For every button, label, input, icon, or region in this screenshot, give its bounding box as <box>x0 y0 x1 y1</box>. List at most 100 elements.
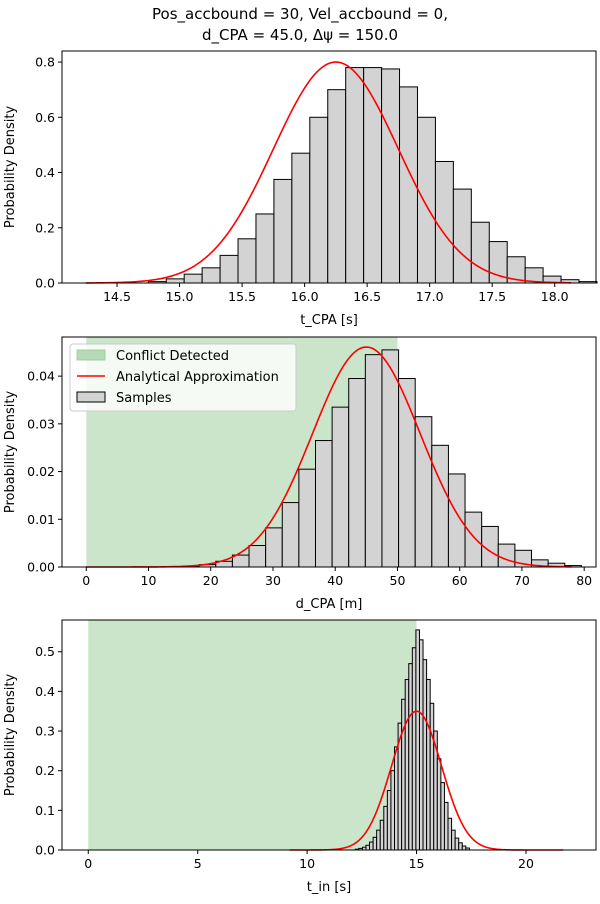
dcpa-y-axis-label: Probability Density <box>3 391 18 514</box>
dcpa-hist-bar <box>365 355 382 567</box>
tin-y-axis-label: Probability Density <box>3 674 18 797</box>
dcpa-hist-bar <box>332 407 349 567</box>
tin-hist-bar <box>437 759 441 850</box>
dcpa-x-tick-label: 70 <box>514 573 530 588</box>
tcpa-x-tick-label: 17.5 <box>478 289 506 304</box>
tcpa-hist-bar <box>346 68 364 283</box>
tin-y-tick-label: 0.1 <box>35 803 55 818</box>
tcpa-x-tick-label: 15.0 <box>166 289 194 304</box>
tcpa-x-tick-label: 15.5 <box>228 289 256 304</box>
dcpa-y-tick-label: 0.04 <box>27 369 55 384</box>
dcpa-hist-bar <box>399 379 416 567</box>
tin-x-axis-label: t_in [s] <box>307 880 352 895</box>
tin-hist-bar <box>423 660 427 850</box>
tcpa-hist-bar <box>292 153 310 283</box>
tin-hist-bar <box>391 771 395 850</box>
tcpa-x-tick-label: 18.0 <box>541 289 569 304</box>
dcpa-hist-bar <box>349 379 366 567</box>
legend: Conflict Detected Analytical Approximati… <box>70 344 296 411</box>
legend-analytical-label: Analytical Approximation <box>116 370 279 385</box>
dcpa-hist-bar <box>299 469 316 567</box>
tcpa-x-tick-label: 16.5 <box>353 289 381 304</box>
tcpa-hist-bar <box>274 179 292 283</box>
tin-hist-bar <box>405 679 409 850</box>
dcpa-x-tick-label: 50 <box>390 573 406 588</box>
dcpa-hist-bar <box>415 417 432 567</box>
tin-y-tick-label: 0.4 <box>35 684 55 699</box>
tin-hist-bar <box>462 846 466 850</box>
dcpa-x-tick-label: 30 <box>265 573 281 588</box>
tcpa-hist-bar <box>328 90 346 283</box>
tcpa-x-axis-label: t_CPA [s] <box>300 313 358 328</box>
tcpa-hist-bar <box>220 255 238 283</box>
tin-hist-bar <box>377 830 381 850</box>
tcpa-hist-bar <box>238 239 256 283</box>
dcpa-hist-bar <box>432 445 449 567</box>
tin-hist-bar <box>452 830 456 850</box>
legend-samples-label: Samples <box>116 391 172 406</box>
dcpa-x-tick-label: 0 <box>82 573 90 588</box>
dcpa-x-tick-label: 20 <box>203 573 219 588</box>
tcpa-hist-bar <box>184 274 202 283</box>
tcpa-hist-bar <box>435 161 453 283</box>
dcpa-x-tick-label: 40 <box>327 573 343 588</box>
dcpa-hist-bar <box>282 503 299 567</box>
tcpa-hist-bar <box>166 279 184 283</box>
tin-hist-bar <box>412 648 416 850</box>
tcpa-y-axis-label: Probability Density <box>3 106 18 229</box>
tin-hist-bar <box>409 664 413 850</box>
tin-y-tick-label: 0.2 <box>35 763 55 778</box>
tcpa-hist-bar <box>202 268 220 283</box>
tin-hist-bar <box>441 783 445 850</box>
tin-hist-bar <box>448 818 452 850</box>
tin-hist-bar <box>430 703 434 850</box>
tin-hist-bar <box>384 806 388 850</box>
figure-title-line1: Pos_accbound = 30, Vel_accbound = 0, <box>152 5 448 24</box>
tin-hist-bar <box>459 843 463 850</box>
tin-hist-bar <box>370 842 374 850</box>
tcpa-y-tick-label: 0.8 <box>35 55 55 70</box>
dcpa-y-tick-label: 0.01 <box>27 512 55 527</box>
tcpa-hist-bar <box>453 189 471 283</box>
tcpa-x-tick-label: 17.0 <box>416 289 444 304</box>
tcpa-hist-bar <box>310 117 328 283</box>
dcpa-hist-bar <box>232 555 249 567</box>
dcpa-x-tick-label: 80 <box>576 573 592 588</box>
dcpa-hist-bar <box>382 350 399 567</box>
tin-hist-bar <box>419 640 423 850</box>
legend-samples-swatch <box>77 392 105 402</box>
dcpa-hist-bar <box>465 512 482 567</box>
dcpa-x-tick-label: 60 <box>452 573 468 588</box>
tin-hist-bar <box>373 837 377 850</box>
tin-y-tick-label: 0.3 <box>35 724 55 739</box>
tcpa-x-tick-label: 14.5 <box>103 289 131 304</box>
dcpa-hist-bar <box>448 474 465 567</box>
legend-conflict-label: Conflict Detected <box>116 349 229 364</box>
tin-y-tick-label: 0.0 <box>35 843 55 858</box>
tcpa-hist-bar <box>256 214 274 283</box>
tcpa-y-tick-label: 0.4 <box>35 165 55 180</box>
tin-x-tick-label: 20 <box>518 856 534 871</box>
tin-conflict-region <box>88 620 416 850</box>
dcpa-y-tick-label: 0.03 <box>27 416 55 431</box>
dcpa-hist-bar <box>249 546 266 567</box>
tin-x-tick-label: 5 <box>194 856 202 871</box>
dcpa-hist-bar <box>315 441 332 567</box>
tcpa-hist-bar <box>471 222 489 283</box>
tin-hist-bar <box>427 679 431 850</box>
tin-y-tick-label: 0.5 <box>35 644 55 659</box>
tin-hist-bar <box>387 791 391 850</box>
dcpa-x-tick-label: 10 <box>141 573 157 588</box>
dcpa-hist-bar <box>498 544 515 567</box>
tcpa-y-tick-label: 0.6 <box>35 110 55 125</box>
tin-hist-bar <box>444 802 448 850</box>
tcpa-hist-bar <box>364 68 382 283</box>
dcpa-x-axis-label: d_CPA [m] <box>296 597 363 612</box>
tcpa-hist-bar <box>417 117 435 283</box>
tin-hist-bar <box>366 845 370 850</box>
tin-hist-bar <box>380 820 384 850</box>
figure-title-line2: d_CPA = 45.0, Δψ = 150.0 <box>202 26 398 45</box>
